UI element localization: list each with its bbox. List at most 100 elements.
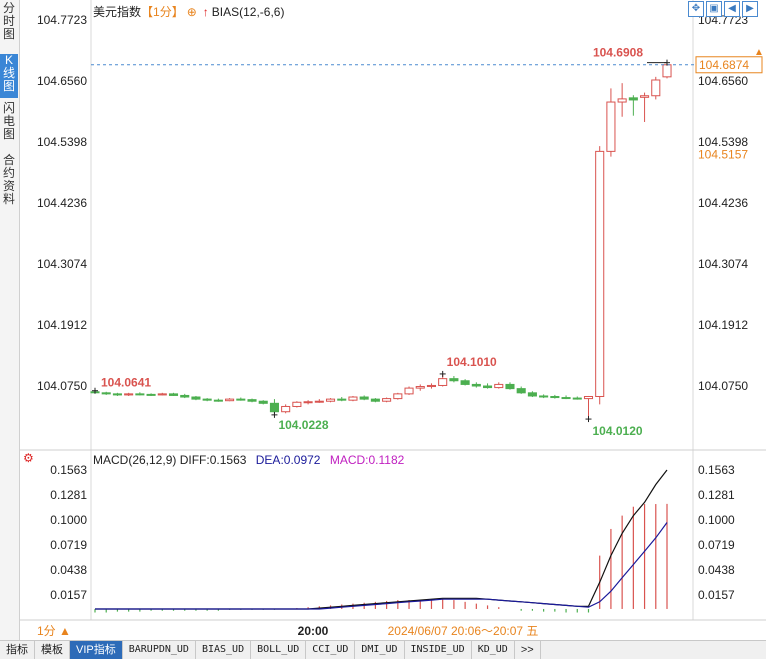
price-marker-icon: ▲ <box>754 47 764 58</box>
current-price-label: 104.6874 <box>699 58 749 72</box>
candle-down <box>527 392 537 397</box>
candle-up <box>124 393 134 396</box>
macd-tick-left: 0.0438 <box>50 563 87 577</box>
macd-tick-right: 0.1000 <box>698 513 735 527</box>
candle-up <box>606 101 616 152</box>
candle-up <box>325 398 336 402</box>
macd-macd-value: MACD:0.1182 <box>329 453 405 467</box>
candle-up <box>404 387 414 395</box>
side-tab-timeshare[interactable]: 分时图 <box>0 2 18 42</box>
side-tab-bar: 分时图 K线图 闪电图 合约资料 <box>0 0 20 640</box>
macd-tick-right: 0.0719 <box>698 538 735 552</box>
chart-toolbar: ✥ ▣ ◀ ▶ <box>688 1 758 17</box>
price-tick-left: 104.4236 <box>37 196 87 210</box>
indicator-label[interactable]: BIAS(12,-6,6) <box>211 5 285 19</box>
right-price-marker: 104.5157 <box>698 148 748 162</box>
price-tick-right: 104.5398 <box>698 135 748 149</box>
candle-down <box>135 393 145 396</box>
candle-down <box>359 396 369 400</box>
candle-up <box>348 396 358 401</box>
side-tab-kline[interactable]: K线图 <box>0 54 18 98</box>
candle-down <box>247 399 257 402</box>
side-tab-flash[interactable]: 闪电图 <box>0 102 18 146</box>
candle-down <box>258 400 268 404</box>
move-icon[interactable]: ✥ <box>688 1 704 17</box>
tab-more[interactable]: >> <box>515 641 541 659</box>
candle-up <box>382 398 392 402</box>
macd-dea-value: DEA:0.0972 <box>255 453 321 467</box>
zoom-icon[interactable]: ▣ <box>706 1 722 17</box>
x-range-label: 2024/06/07 20:06～20:07 五 <box>388 624 539 638</box>
macd-tick-left: 0.1563 <box>50 463 87 477</box>
local-high-annotation: 104.1010 <box>447 355 497 369</box>
tab-inside[interactable]: INSIDE_UD <box>405 641 472 659</box>
period-label[interactable]: 【1分】 <box>141 5 184 19</box>
candle-up <box>595 150 605 397</box>
price-tick-right: 104.0750 <box>698 379 748 393</box>
candle-down <box>112 393 122 396</box>
candle-up <box>438 378 448 386</box>
candle-up <box>393 393 403 400</box>
candle-down <box>191 396 201 400</box>
candle-up <box>640 95 650 98</box>
max-annotation: 104.6908 <box>593 46 643 60</box>
triangle-up-icon: ▲ <box>59 624 71 638</box>
macd-tick-right: 0.0438 <box>698 563 735 577</box>
tab-boll[interactable]: BOLL_UD <box>251 641 307 659</box>
step-back-icon[interactable]: ◀ <box>724 1 740 17</box>
instrument-name: 美元指数 <box>93 5 142 19</box>
candle-up <box>662 64 672 78</box>
candle-down <box>505 383 515 390</box>
gear-icon: ⚙ <box>23 451 34 465</box>
candle-up <box>494 383 504 389</box>
candle-up <box>157 393 167 396</box>
price-tick-left: 104.7723 <box>37 13 87 27</box>
candle-up <box>415 386 425 389</box>
price-tick-left: 104.5398 <box>37 135 87 149</box>
tab-vip-indicators[interactable]: VIP指标 <box>70 641 123 659</box>
macd-dea-line <box>95 522 668 610</box>
candle-up <box>583 395 594 400</box>
low-annotation: 104.0228 <box>278 418 328 432</box>
chart-area[interactable]: 104.7723 104.7723 104.6560 104.6560 104.5398… <box>19 0 766 640</box>
candle-up <box>314 400 324 403</box>
macd-tick-left: 0.1281 <box>50 488 87 502</box>
left-annotation: 104.0641 <box>101 376 151 390</box>
candle-down <box>572 397 582 400</box>
candle-up <box>281 405 291 413</box>
macd-title[interactable]: MACD(26,12,9) <box>93 453 177 467</box>
side-tab-label: 合约资料 <box>2 153 15 206</box>
candle-up <box>617 98 627 103</box>
tab-bias[interactable]: BIAS_UD <box>196 641 252 659</box>
price-tick-left: 104.0750 <box>37 379 87 393</box>
tab-cci[interactable]: CCI_UD <box>306 641 356 659</box>
candle-down <box>471 383 481 387</box>
step-forward-icon[interactable]: ▶ <box>742 1 758 17</box>
candle-down <box>213 399 223 402</box>
price-tick-right: 104.4236 <box>698 196 748 210</box>
candle-down <box>101 392 111 395</box>
tab-barupdn[interactable]: BARUPDN_UD <box>123 641 196 659</box>
candle-up <box>303 401 313 404</box>
tab-kd[interactable]: KD_UD <box>472 641 515 659</box>
candle-down <box>483 385 493 389</box>
macd-tick-left: 0.0157 <box>50 588 87 602</box>
side-tab-label: K线图 <box>2 53 15 93</box>
macd-tick-left: 0.1000 <box>50 513 87 527</box>
candle-down <box>550 395 560 399</box>
candle-up <box>426 384 437 388</box>
candle-up <box>225 398 235 402</box>
side-tab-contract[interactable]: 合约资料 <box>0 154 18 212</box>
macd-tick-right: 0.1281 <box>698 488 735 502</box>
candle-down <box>180 394 190 398</box>
tab-dmi[interactable]: DMI_UD <box>355 641 405 659</box>
tab-templates[interactable]: 模板 <box>35 641 70 659</box>
period-button[interactable]: 1分 ▲ <box>19 623 77 640</box>
side-tab-label: 闪电图 <box>2 101 15 141</box>
candle-down <box>449 378 459 382</box>
tab-indicators[interactable]: 指标 <box>0 641 35 659</box>
macd-tick-right: 0.1563 <box>698 463 735 477</box>
add-indicator-icon[interactable]: ⊕ <box>186 5 197 19</box>
price-tick-right: 104.6560 <box>698 74 748 88</box>
